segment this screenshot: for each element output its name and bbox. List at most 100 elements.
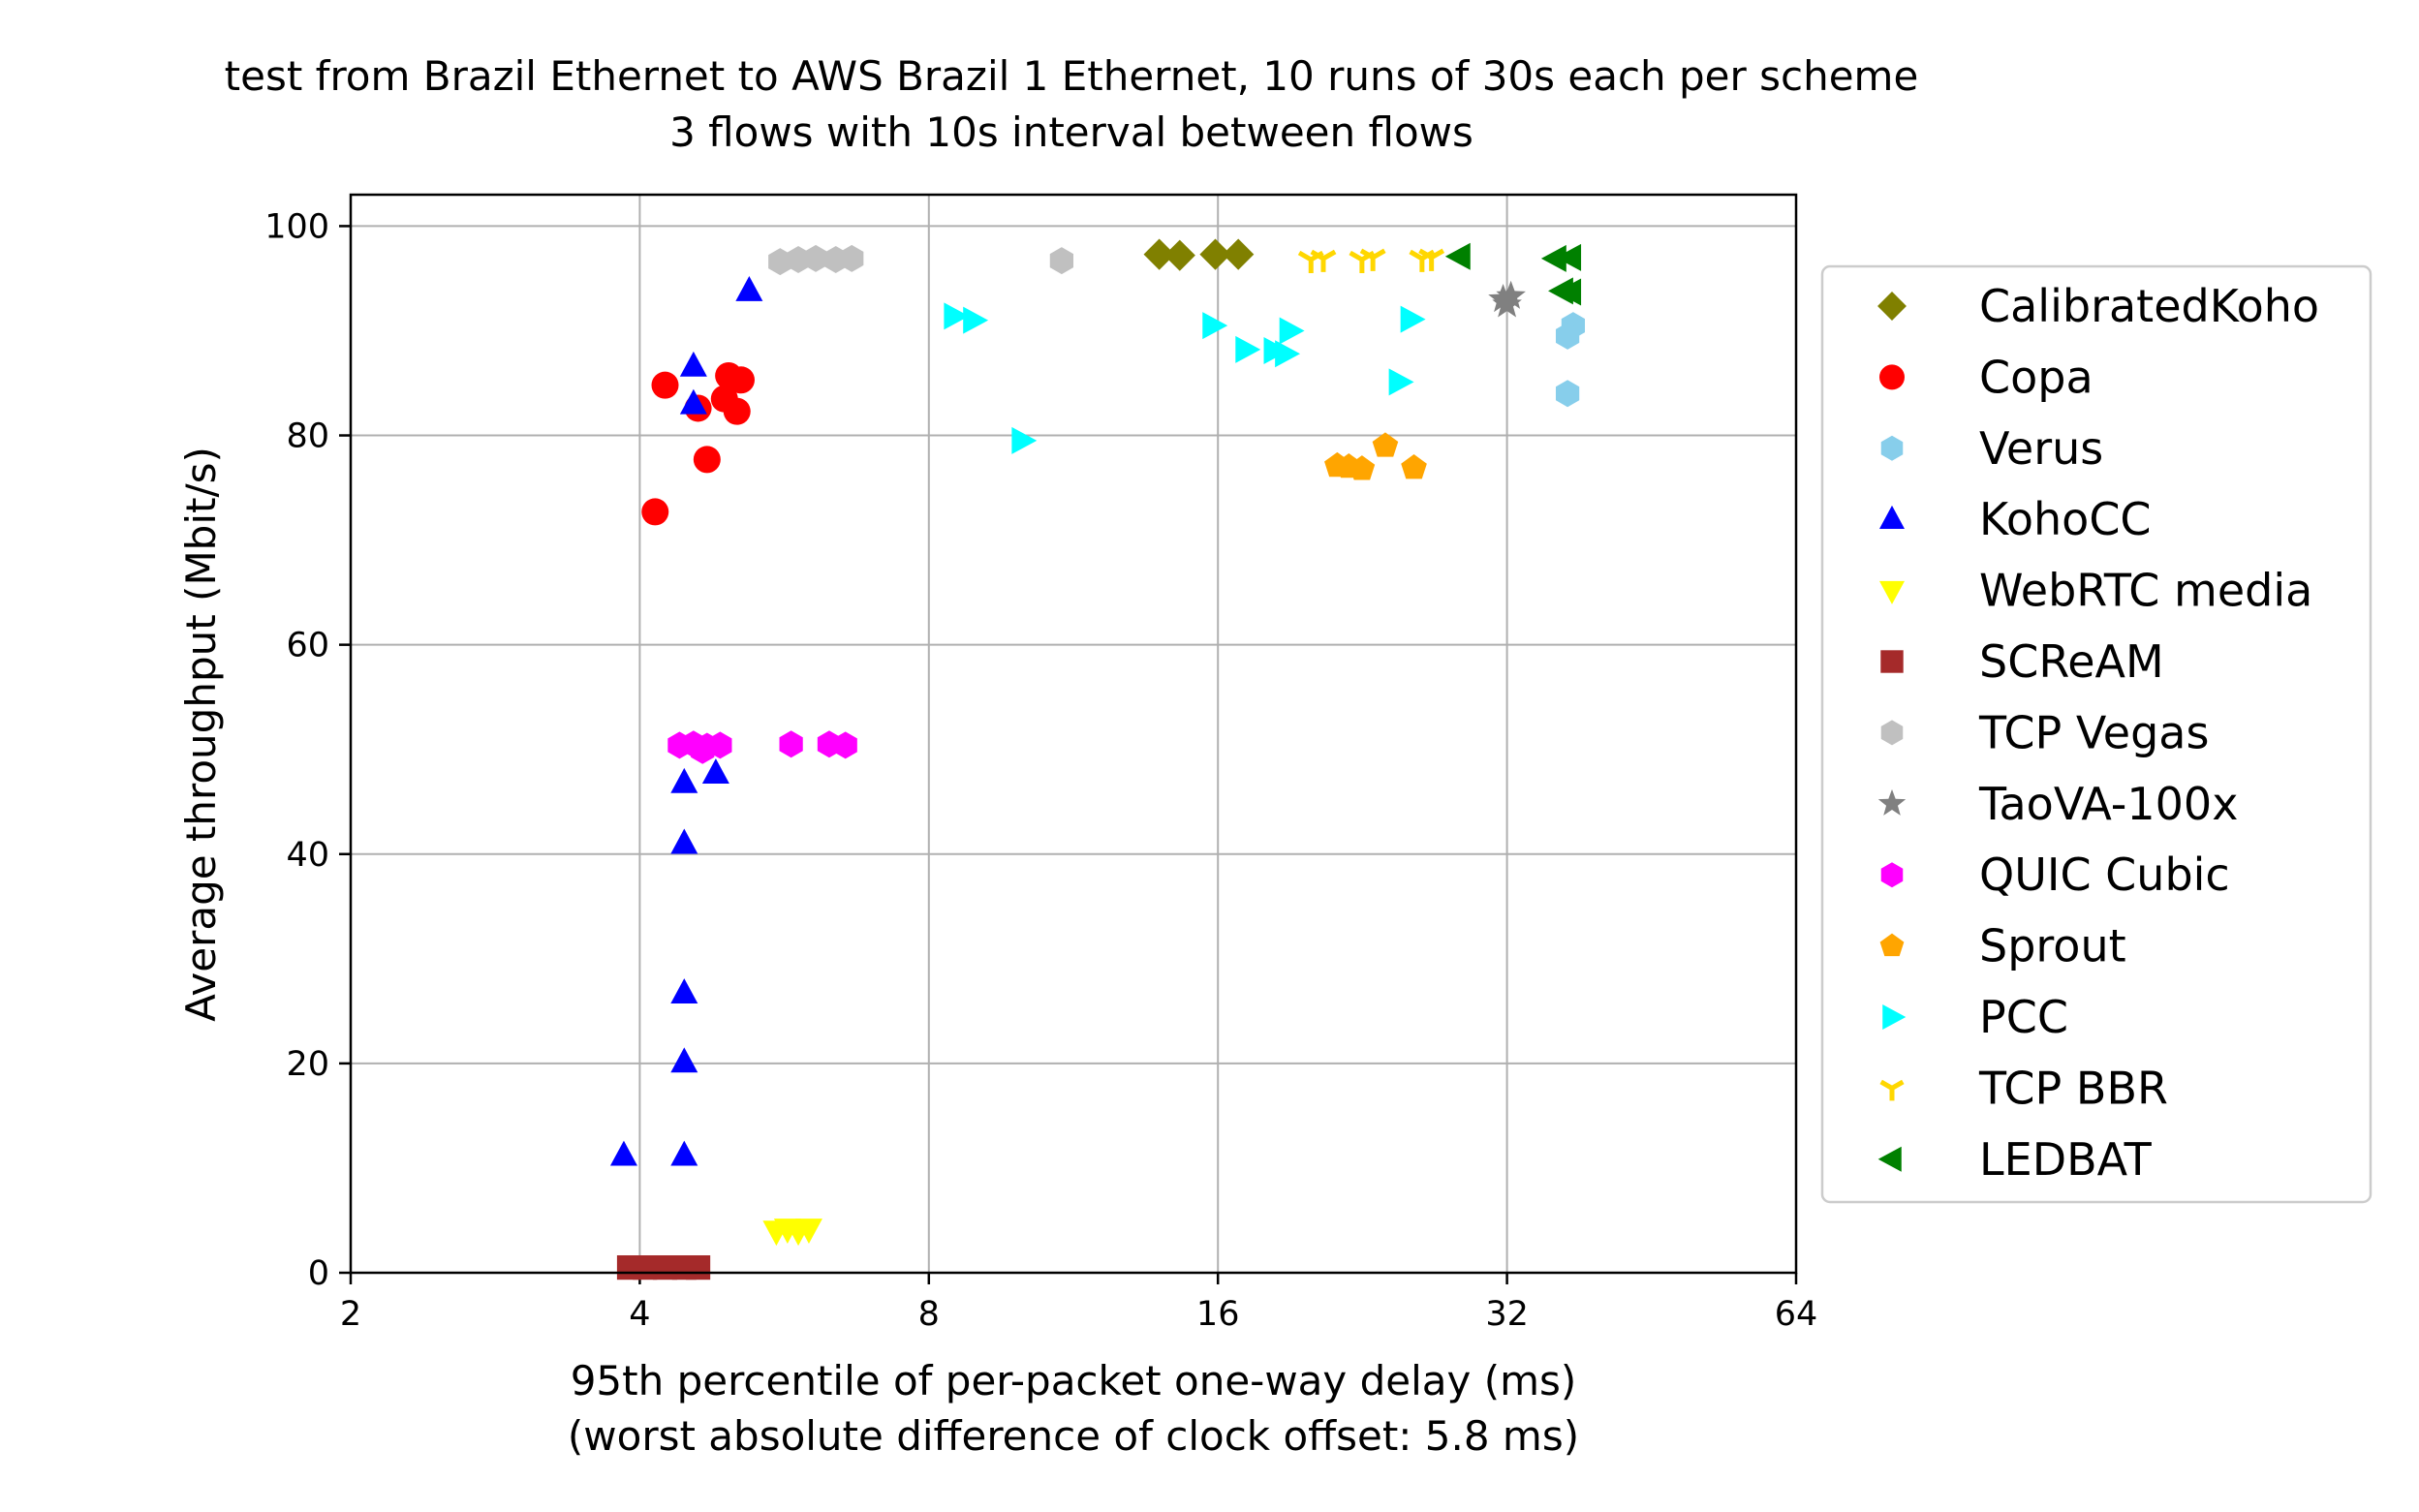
data-point <box>768 248 792 276</box>
legend-marker-webrtc-media <box>1879 580 1905 604</box>
data-point <box>1143 238 1175 270</box>
legend-marker-ledbat <box>1877 1146 1902 1172</box>
data-points <box>609 238 1586 1281</box>
legend-marker-verus <box>1880 435 1904 461</box>
data-point <box>670 978 698 1003</box>
legend-label-tcp-bbr: TCP BBR <box>1978 1062 2168 1114</box>
data-point <box>1540 244 1566 272</box>
data-point <box>670 767 698 793</box>
data-point <box>651 371 679 399</box>
data-point <box>1223 238 1255 270</box>
y-tick-label: 20 <box>286 1045 329 1084</box>
x-tick-label: 64 <box>1775 1295 1818 1334</box>
plot-frame <box>349 193 1798 1275</box>
data-point <box>670 1140 698 1166</box>
data-point <box>1235 335 1261 363</box>
series-kohocc <box>609 276 763 1166</box>
data-point <box>1409 249 1436 272</box>
data-point <box>1488 283 1518 313</box>
data-point <box>1401 454 1427 479</box>
data-point <box>1263 337 1289 365</box>
data-point <box>1349 250 1376 273</box>
data-point <box>1324 451 1350 478</box>
legend-marker-pcc <box>1882 1004 1907 1030</box>
legend-label-taova-100x: TaoVA-100x <box>1978 778 2238 830</box>
legend-marker-quic-cubic <box>1880 862 1904 888</box>
data-point <box>1388 368 1414 396</box>
data-point <box>1556 243 1582 271</box>
data-point <box>693 446 721 474</box>
data-point <box>944 302 970 330</box>
x-tick-label: 16 <box>1196 1295 1240 1334</box>
legend-label-pcc: PCC <box>1979 991 2068 1043</box>
data-point <box>1163 239 1195 271</box>
data-point <box>1297 250 1324 273</box>
series-webrtc-media <box>762 1219 822 1247</box>
legend-marker-sprout <box>1879 933 1905 957</box>
y-tick-label: 60 <box>286 627 329 665</box>
data-point <box>1202 312 1228 340</box>
data-point <box>667 731 692 759</box>
y-tick-label: 40 <box>286 836 329 875</box>
series-taova-100x <box>1488 280 1526 318</box>
x-tick-label: 8 <box>918 1295 940 1334</box>
legend-label-tcp-vegas: TCP Vegas <box>1978 706 2209 758</box>
tick-labels: 64 32 16 8 4 20 20 40 60 80 100 <box>264 207 1817 1334</box>
data-point <box>670 828 698 854</box>
legend-label-copa: Copa <box>1979 351 2093 403</box>
legend-marker-scream <box>1880 650 1904 673</box>
data-point <box>1049 247 1074 275</box>
legend-label-kohocc: KohoCC <box>1979 493 2152 545</box>
data-point <box>817 730 842 758</box>
data-point <box>823 245 848 273</box>
legend-label-calibratedkoho: CalibratedKoho <box>1979 280 2319 332</box>
data-point <box>762 1220 791 1247</box>
data-point <box>715 361 743 389</box>
y-tick-label: 80 <box>286 417 329 456</box>
data-point <box>1444 242 1471 270</box>
chart-title-line2: 3 flows with 10s interval between flows <box>669 108 1473 156</box>
legend-label-webrtc-media: WebRTC media <box>1979 565 2312 617</box>
data-point <box>1555 380 1580 408</box>
legend: CalibratedKoho Copa Verus KohoCC WebRTC medi… <box>1877 280 2319 1186</box>
series-pcc <box>944 302 1426 454</box>
legend-label-ledbat: LEDBAT <box>1979 1133 2153 1186</box>
data-point <box>616 1254 642 1281</box>
y-tick-label: 0 <box>308 1254 329 1293</box>
data-point <box>679 351 707 377</box>
legend-marker-kohocc <box>1879 505 1905 529</box>
data-point <box>1372 432 1399 457</box>
x-tick-label: 32 <box>1485 1295 1529 1334</box>
data-point <box>691 736 715 764</box>
legend-box <box>1820 264 2372 1204</box>
data-point <box>701 758 729 785</box>
data-point <box>1199 238 1231 270</box>
data-point <box>1555 322 1580 350</box>
data-point <box>779 730 803 758</box>
data-point <box>670 1047 698 1073</box>
data-point <box>786 245 811 273</box>
legend-label-quic-cubic: QUIC Cubic <box>1979 849 2230 901</box>
data-point <box>1279 317 1305 345</box>
series-quic-cubic <box>667 730 857 764</box>
y-tick-label: 100 <box>264 207 329 246</box>
series-scream <box>616 1254 711 1281</box>
x-tick-label: 4 <box>629 1295 650 1334</box>
data-point <box>1011 426 1038 454</box>
data-point <box>641 498 669 526</box>
x-axis-label-line1: 95th percentile of per-packet one-way de… <box>571 1357 1577 1404</box>
series-copa <box>641 361 755 526</box>
series-ledbat <box>1444 242 1582 306</box>
legend-marker-tcp-bbr <box>1879 1079 1905 1101</box>
legend-label-verus: Verus <box>1979 422 2103 475</box>
data-point <box>735 276 763 301</box>
series-verus <box>1555 312 1586 408</box>
data-point <box>1548 277 1573 305</box>
data-point <box>1400 305 1426 333</box>
chart-title-line1: test from Brazil Ethernet to AWS Brazil … <box>225 52 1919 100</box>
grid <box>351 195 1796 1273</box>
y-axis-label: Average throughput (Mbit/s) <box>177 447 225 1022</box>
legend-marker-calibratedkoho <box>1877 292 1907 321</box>
legend-label-sprout: Sprout <box>1979 920 2126 972</box>
